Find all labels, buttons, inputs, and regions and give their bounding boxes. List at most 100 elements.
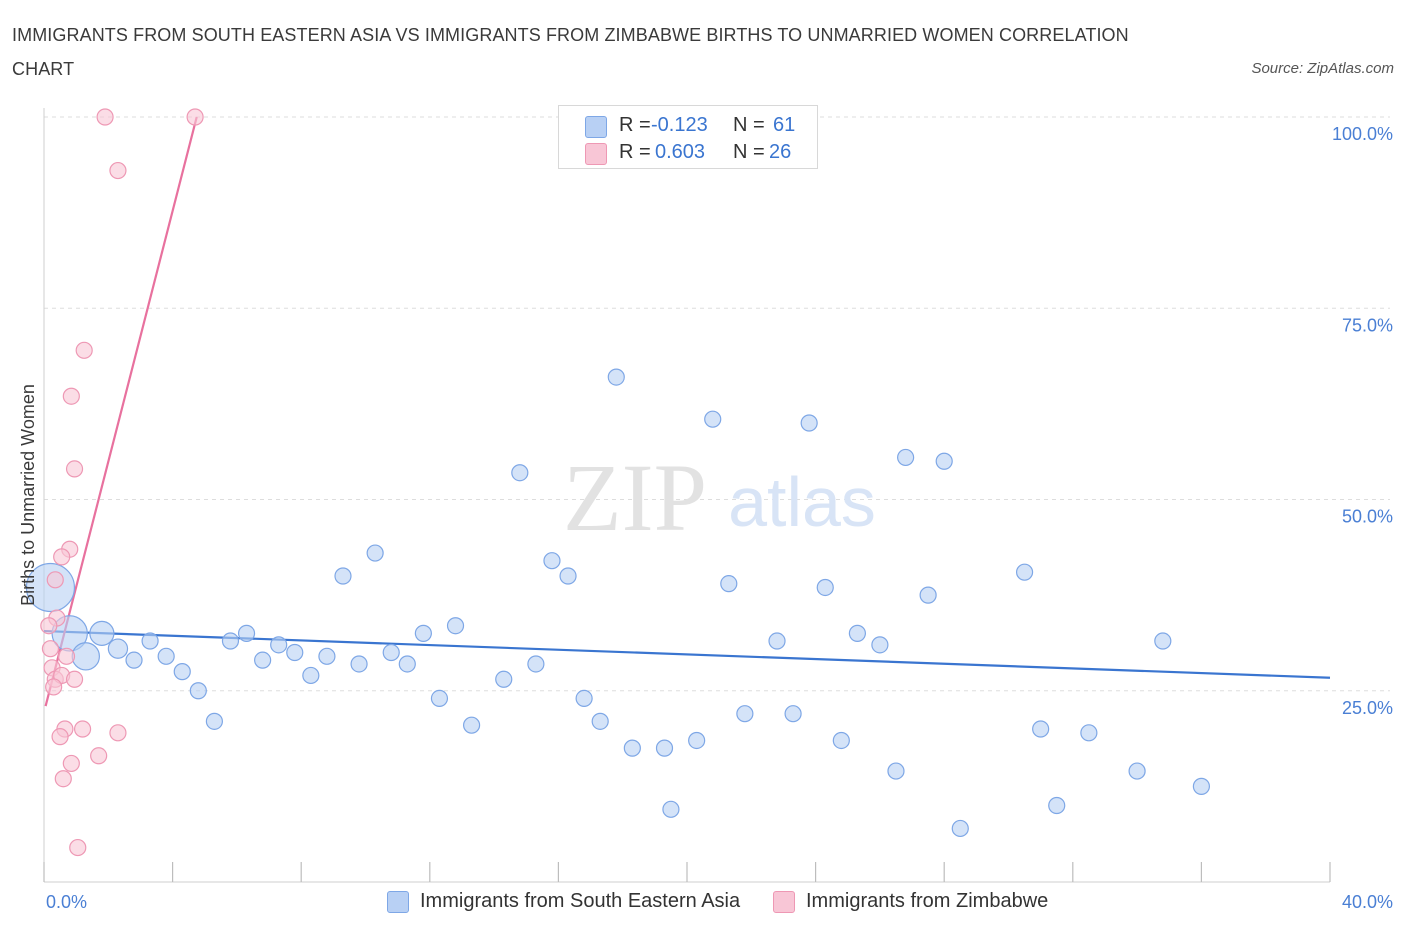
point-zimbabwe <box>65 670 84 688</box>
point-sea <box>784 705 802 723</box>
point-zimbabwe <box>57 647 76 665</box>
point-zimbabwe <box>46 571 64 589</box>
legend-swatch-blue <box>585 116 607 138</box>
point-sea <box>189 682 207 700</box>
point-sea <box>720 575 738 593</box>
point-zimbabwe <box>40 617 58 635</box>
point-sea <box>511 464 529 482</box>
point-sea <box>446 617 465 635</box>
point-zimbabwe <box>54 770 72 788</box>
point-sea <box>1128 762 1146 780</box>
point-sea <box>832 731 850 750</box>
point-sea <box>495 670 513 688</box>
point-zimbabwe <box>186 108 204 126</box>
source-label: Source: ZipAtlas.com <box>1251 60 1394 77</box>
legend-n-label: N = <box>733 114 765 136</box>
point-sea <box>430 689 449 708</box>
trend-lines <box>43 116 1331 707</box>
legend-n-label: N = <box>733 141 765 163</box>
point-zimbabwe <box>75 341 93 359</box>
point-zimbabwe <box>62 754 80 773</box>
point-sea <box>591 712 609 730</box>
axes <box>43 108 1331 883</box>
legend-swatch-pink <box>585 143 607 165</box>
point-sea <box>414 624 432 642</box>
point-sea <box>1192 777 1211 795</box>
point-zimbabwe <box>41 640 60 658</box>
y-tick-label: 25.0% <box>1342 698 1393 718</box>
point-sea <box>607 368 625 386</box>
point-zimbabwe <box>109 724 127 742</box>
y-tick-label: 75.0% <box>1342 315 1393 335</box>
point-sea <box>623 739 641 757</box>
point-sea <box>736 705 754 723</box>
point-sea <box>107 638 129 659</box>
point-sea <box>366 544 384 562</box>
legend-n-value: 26 <box>769 141 792 163</box>
point-sea <box>527 655 545 673</box>
watermark-atlas: atlas <box>728 463 876 541</box>
point-sea <box>382 643 400 662</box>
point-sea <box>1032 720 1050 738</box>
legend-r-value: -0.123 <box>651 114 708 136</box>
bottom-legend-swatch-blue <box>387 891 409 913</box>
point-sea <box>704 410 722 428</box>
y-tick-label: 100.0% <box>1332 124 1393 144</box>
point-sea <box>1015 563 1034 581</box>
point-sea <box>462 716 481 734</box>
point-sea <box>237 624 256 642</box>
point-zimbabwe <box>53 548 71 566</box>
watermark-zip: ZIP <box>563 444 707 551</box>
point-sea <box>543 552 561 570</box>
data-points <box>25 108 1211 857</box>
legend-r-label: R = <box>619 114 651 136</box>
x-tick-label: 40.0% <box>1342 892 1393 912</box>
point-sea <box>141 632 159 650</box>
point-sea <box>768 632 786 650</box>
point-zimbabwe <box>69 838 87 857</box>
point-zimbabwe <box>51 728 69 746</box>
point-sea <box>270 636 288 654</box>
point-sea <box>1154 632 1172 650</box>
point-zimbabwe <box>96 108 114 126</box>
point-sea <box>848 624 866 642</box>
tick-labels: 25.0% 50.0% 75.0% 100.0% 0.0% 40.0% <box>46 124 1393 912</box>
y-axis-label: Births to Unmarried Women <box>18 384 38 606</box>
point-sea <box>71 642 100 671</box>
point-sea <box>575 689 593 708</box>
point-sea <box>887 762 905 780</box>
point-sea <box>221 632 240 650</box>
bottom-legend-swatch-pink <box>773 891 795 913</box>
point-sea <box>254 651 272 669</box>
point-zimbabwe <box>90 747 108 765</box>
point-sea <box>951 819 969 838</box>
bottom-legend-label: Immigrants from Zimbabwe <box>806 890 1049 912</box>
point-sea <box>398 655 416 673</box>
point-sea <box>286 643 304 662</box>
point-zimbabwe <box>109 161 127 180</box>
stats-legend: R = -0.123 N = 61 R = 0.603 N = 26 <box>558 105 818 169</box>
point-sea <box>350 655 368 673</box>
x-tick-label: 0.0% <box>46 892 87 912</box>
point-sea <box>125 651 143 669</box>
point-sea <box>1080 724 1098 742</box>
chart-title: IMMIGRANTS FROM SOUTH EASTERN ASIA VS IM… <box>12 25 1129 79</box>
point-sea <box>919 586 937 604</box>
point-sea <box>89 620 115 646</box>
point-sea <box>816 578 834 597</box>
point-sea <box>897 448 915 467</box>
point-zimbabwe <box>45 678 63 696</box>
legend-n-value: 61 <box>773 114 796 136</box>
point-sea <box>662 800 680 818</box>
point-zimbabwe <box>65 460 84 478</box>
bottom-legend-label: Immigrants from South Eastern Asia <box>420 890 741 912</box>
point-zimbabwe <box>73 720 92 738</box>
point-sea <box>318 647 336 665</box>
legend-r-label: R = <box>619 141 651 163</box>
grid-lines <box>44 116 1390 692</box>
point-zimbabwe <box>62 387 80 405</box>
point-sea <box>302 666 320 685</box>
point-sea <box>871 636 889 654</box>
point-sea <box>157 647 175 665</box>
